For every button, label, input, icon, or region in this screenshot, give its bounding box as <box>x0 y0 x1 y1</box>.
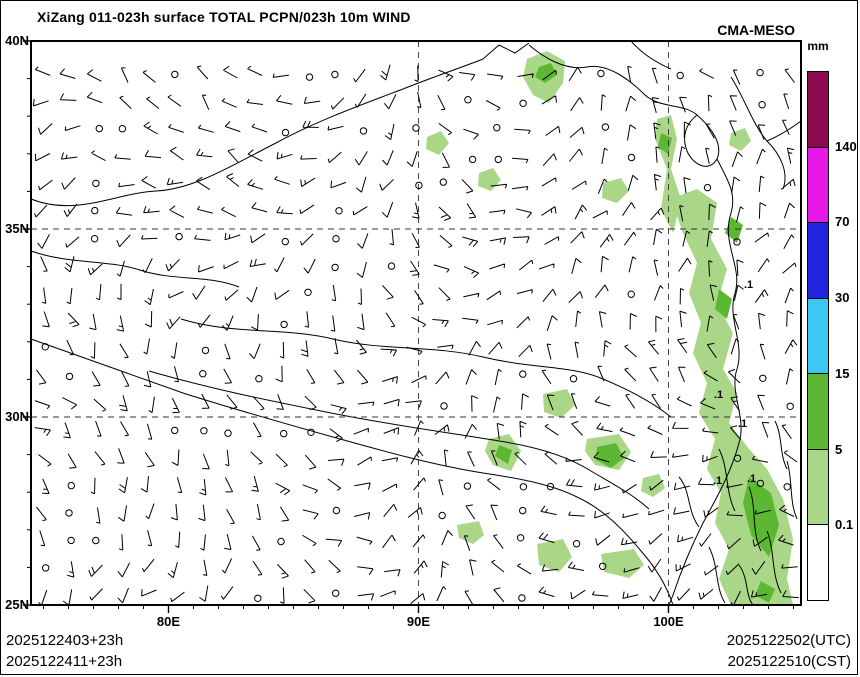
colorbar-segment <box>808 297 828 374</box>
colorbar-label: 15 <box>835 365 850 381</box>
colorbar-segment <box>808 146 828 223</box>
colorbar-segment <box>808 222 828 298</box>
x-axis-label: 80E <box>156 614 181 629</box>
init-time-cst: 2025122411+23h <box>6 653 123 670</box>
map-plot: .1 .1 .1 .1 .1 <box>23 40 802 613</box>
valid-time-cst: 2025122510(CST) <box>727 653 851 670</box>
init-time-utc: 2025122403+23h <box>6 632 124 649</box>
y-axis-label: 25N <box>5 597 29 612</box>
chart-title: XiZang 011-023h surface TOTAL PCPN/023h … <box>37 9 411 25</box>
svg-text:.1: .1 <box>747 473 756 485</box>
y-axis-label: 35N <box>5 221 29 236</box>
footer-valid-times: 2025122502(UTC) 2025122510(CST) <box>727 630 851 672</box>
x-axis-label: 100E <box>653 614 684 629</box>
colorbar-label: 70 <box>835 214 850 230</box>
svg-text:.1: .1 <box>744 279 753 291</box>
colorbar-label: 140 <box>835 138 857 154</box>
svg-text:.1: .1 <box>738 418 747 430</box>
model-name: CMA-MESO <box>717 22 795 38</box>
colorbar-label: 30 <box>835 290 850 306</box>
colorbar-unit-label: mm <box>807 39 829 53</box>
colorbar-segment <box>808 72 828 147</box>
colorbar-segment <box>808 373 828 449</box>
valid-time-utc: 2025122502(UTC) <box>726 632 851 649</box>
footer-init-times: 2025122403+23h 2025122411+23h <box>6 630 123 672</box>
x-axis-label: 90E <box>406 614 431 629</box>
colorbar-label: 0.1 <box>835 517 854 533</box>
colorbar <box>807 71 829 601</box>
svg-text:.1: .1 <box>713 475 722 487</box>
y-axis-label: 40N <box>5 33 29 48</box>
colorbar-label: 5 <box>835 441 843 457</box>
y-axis-label: 30N <box>5 409 29 424</box>
svg-text:.1: .1 <box>714 389 723 401</box>
colorbar-segment <box>808 448 828 525</box>
colorbar-segment <box>808 524 828 601</box>
